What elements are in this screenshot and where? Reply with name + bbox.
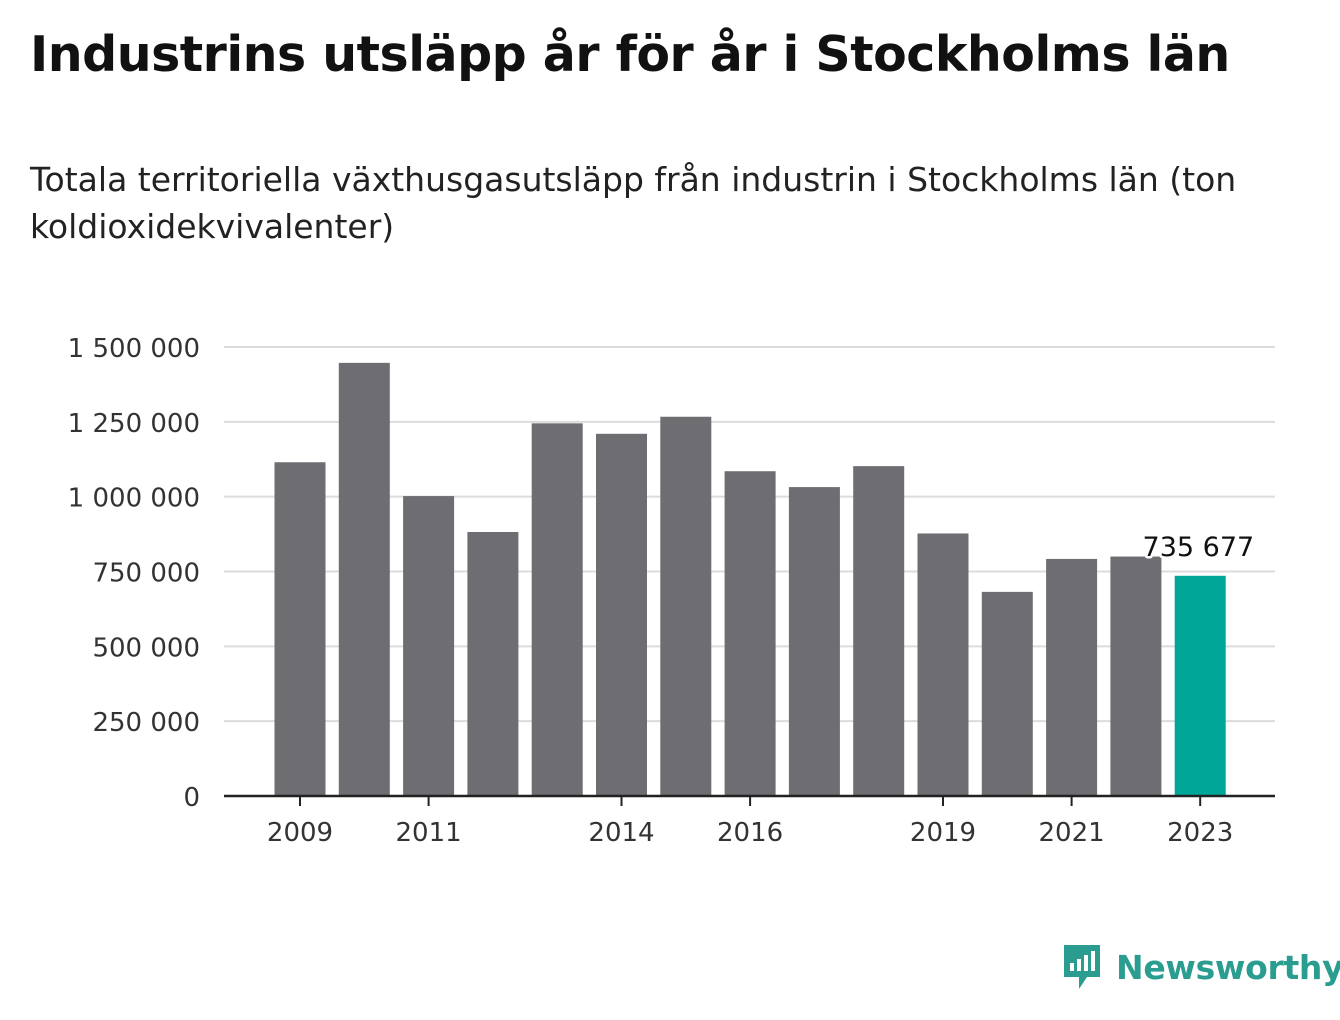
- bar: [596, 433, 647, 796]
- bar: [467, 531, 519, 796]
- bar: [1046, 558, 1098, 796]
- y-tick-label: 250 000: [92, 708, 200, 738]
- newsworthy-logo-icon: [1064, 945, 1100, 989]
- x-tick-label: 2014: [588, 818, 654, 848]
- y-tick-label: 1 000 000: [68, 484, 200, 514]
- bar: [403, 496, 455, 796]
- y-tick-label: 500 000: [92, 633, 200, 663]
- bar: [853, 466, 905, 796]
- chart-subtitle: Totala territoriella växthusgasutsläpp f…: [30, 160, 1237, 246]
- bars: [274, 362, 1226, 796]
- bar: [788, 487, 840, 796]
- bar: [660, 416, 712, 796]
- axes: [224, 794, 1275, 806]
- chart-title: Industrins utsläpp år för år i Stockholm…: [30, 26, 1230, 83]
- x-tick-label: 2016: [717, 818, 783, 848]
- x-tick-label: 2021: [1039, 818, 1105, 848]
- bar: [338, 362, 390, 796]
- bar: [724, 471, 776, 796]
- y-tick-label: 1 250 000: [68, 409, 200, 439]
- y-tick-label: 0: [183, 783, 200, 813]
- labels: 0 250 000 500 000 750 000 1 000 000 1 250 000…: [68, 334, 1257, 848]
- y-tick-label: 1 500 000: [68, 334, 200, 364]
- bar: [981, 591, 1033, 796]
- x-tick-label: 2019: [910, 818, 976, 848]
- bar-highlight: [1174, 575, 1226, 796]
- bar: [917, 533, 969, 796]
- y-tick-label: 750 000: [92, 559, 200, 589]
- x-tick-label: 2023: [1167, 818, 1233, 848]
- brand-name: Newsworthy: [1116, 947, 1340, 987]
- bar: [1110, 556, 1162, 796]
- newsworthy-brand: Newsworthy: [1062, 942, 1340, 992]
- bar-chart: 0 250 000 500 000 750 000 1 000 000 1 250 000…: [68, 334, 1275, 848]
- bar: [274, 462, 326, 796]
- data-label-2023: 735 677: [1143, 532, 1255, 563]
- bar: [531, 423, 583, 796]
- x-tick-label: 2011: [396, 818, 462, 848]
- x-tick-label: 2009: [267, 818, 333, 848]
